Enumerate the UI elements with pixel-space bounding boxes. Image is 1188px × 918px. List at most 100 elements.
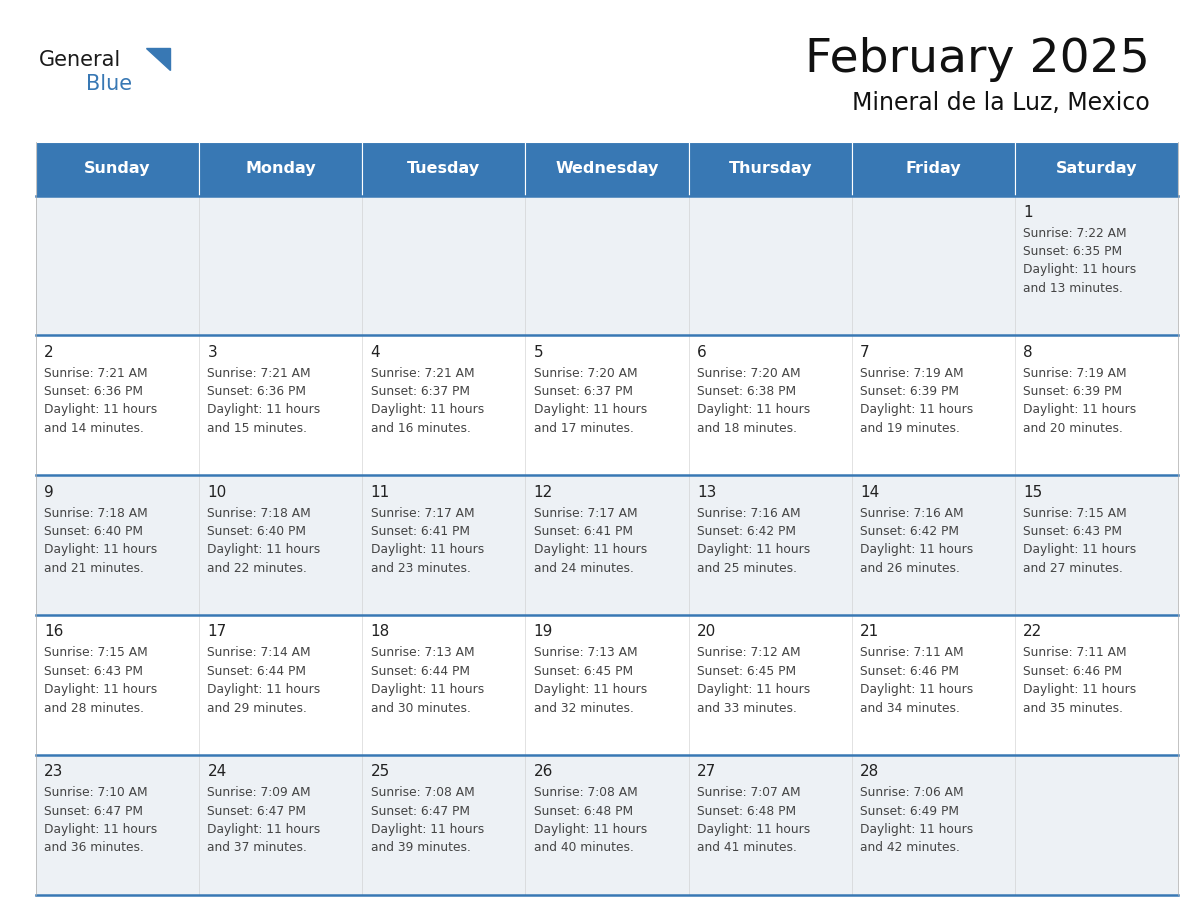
Text: 23: 23 [44,765,64,779]
Text: Daylight: 11 hours: Daylight: 11 hours [44,683,158,696]
Text: Sunrise: 7:17 AM: Sunrise: 7:17 AM [533,507,638,520]
Text: and 21 minutes.: and 21 minutes. [44,562,144,575]
Text: Daylight: 11 hours: Daylight: 11 hours [697,823,810,836]
Bar [362,756,525,895]
Bar [525,756,689,895]
Text: 21: 21 [860,624,879,640]
Text: Sunset: 6:43 PM: Sunset: 6:43 PM [44,665,144,677]
Text: Daylight: 11 hours: Daylight: 11 hours [697,403,810,417]
Text: Sunrise: 7:13 AM: Sunrise: 7:13 AM [371,646,474,659]
Text: Sunrise: 7:16 AM: Sunrise: 7:16 AM [860,507,963,520]
Bar [1015,476,1178,615]
Bar [36,142,200,196]
Text: and 13 minutes.: and 13 minutes. [1023,282,1123,295]
Text: 10: 10 [208,485,227,499]
Bar [362,196,525,335]
Text: 28: 28 [860,765,879,779]
Text: 4: 4 [371,344,380,360]
Bar [200,756,362,895]
Text: 25: 25 [371,765,390,779]
Text: Sunset: 6:45 PM: Sunset: 6:45 PM [533,665,633,677]
Text: Sunday: Sunday [84,162,151,176]
Text: Sunrise: 7:15 AM: Sunrise: 7:15 AM [44,646,148,659]
Bar [689,196,852,335]
Bar [852,335,1015,476]
Text: Daylight: 11 hours: Daylight: 11 hours [371,543,484,556]
Bar [1015,142,1178,196]
Text: Daylight: 11 hours: Daylight: 11 hours [533,403,647,417]
Text: Daylight: 11 hours: Daylight: 11 hours [1023,543,1137,556]
Text: 15: 15 [1023,485,1042,499]
Text: Sunrise: 7:09 AM: Sunrise: 7:09 AM [208,787,311,800]
Text: Daylight: 11 hours: Daylight: 11 hours [533,683,647,696]
Text: 5: 5 [533,344,543,360]
Text: Daylight: 11 hours: Daylight: 11 hours [697,543,810,556]
Bar [852,756,1015,895]
Text: Sunrise: 7:19 AM: Sunrise: 7:19 AM [860,366,963,380]
Text: and 36 minutes.: and 36 minutes. [44,842,144,855]
Text: February 2025: February 2025 [805,37,1150,83]
Text: Sunrise: 7:10 AM: Sunrise: 7:10 AM [44,787,148,800]
Bar [525,196,689,335]
Text: 14: 14 [860,485,879,499]
Text: and 35 minutes.: and 35 minutes. [1023,701,1123,714]
Bar [689,756,852,895]
Text: Sunrise: 7:19 AM: Sunrise: 7:19 AM [1023,366,1126,380]
Text: and 24 minutes.: and 24 minutes. [533,562,633,575]
Text: Sunset: 6:47 PM: Sunset: 6:47 PM [371,805,469,818]
Bar [36,476,200,615]
Bar [1015,335,1178,476]
Bar [525,335,689,476]
Text: and 27 minutes.: and 27 minutes. [1023,562,1123,575]
Text: Sunset: 6:35 PM: Sunset: 6:35 PM [1023,245,1123,258]
Text: and 37 minutes.: and 37 minutes. [208,842,308,855]
Text: and 16 minutes.: and 16 minutes. [371,421,470,435]
Text: and 25 minutes.: and 25 minutes. [697,562,797,575]
Text: Sunrise: 7:21 AM: Sunrise: 7:21 AM [208,366,311,380]
Text: Sunrise: 7:12 AM: Sunrise: 7:12 AM [697,646,801,659]
Text: Daylight: 11 hours: Daylight: 11 hours [44,823,158,836]
Bar [36,615,200,756]
Text: Sunset: 6:47 PM: Sunset: 6:47 PM [208,805,307,818]
Text: and 14 minutes.: and 14 minutes. [44,421,144,435]
Bar [689,615,852,756]
Text: Sunset: 6:37 PM: Sunset: 6:37 PM [371,385,469,398]
Text: Daylight: 11 hours: Daylight: 11 hours [533,823,647,836]
Text: Sunrise: 7:11 AM: Sunrise: 7:11 AM [1023,646,1126,659]
Text: 27: 27 [697,765,716,779]
Text: Sunset: 6:49 PM: Sunset: 6:49 PM [860,805,959,818]
Bar [525,142,689,196]
Text: and 42 minutes.: and 42 minutes. [860,842,960,855]
Bar [852,615,1015,756]
Text: Sunrise: 7:21 AM: Sunrise: 7:21 AM [44,366,148,380]
Text: Daylight: 11 hours: Daylight: 11 hours [208,543,321,556]
Text: Daylight: 11 hours: Daylight: 11 hours [208,823,321,836]
Text: Mineral de la Luz, Mexico: Mineral de la Luz, Mexico [852,91,1150,115]
Text: and 23 minutes.: and 23 minutes. [371,562,470,575]
Text: Daylight: 11 hours: Daylight: 11 hours [371,683,484,696]
Text: Sunset: 6:40 PM: Sunset: 6:40 PM [44,525,144,538]
Text: and 20 minutes.: and 20 minutes. [1023,421,1123,435]
Text: 24: 24 [208,765,227,779]
Text: Sunset: 6:48 PM: Sunset: 6:48 PM [697,805,796,818]
Bar [200,335,362,476]
Text: Daylight: 11 hours: Daylight: 11 hours [1023,403,1137,417]
Bar [852,476,1015,615]
Text: Sunset: 6:44 PM: Sunset: 6:44 PM [208,665,307,677]
Text: 17: 17 [208,624,227,640]
Text: Sunset: 6:47 PM: Sunset: 6:47 PM [44,805,144,818]
Text: 13: 13 [697,485,716,499]
Bar [852,196,1015,335]
Text: and 39 minutes.: and 39 minutes. [371,842,470,855]
Text: Sunset: 6:40 PM: Sunset: 6:40 PM [208,525,307,538]
Text: 12: 12 [533,485,552,499]
Bar [36,756,200,895]
Text: 20: 20 [697,624,716,640]
Text: Daylight: 11 hours: Daylight: 11 hours [860,683,973,696]
Text: Tuesday: Tuesday [407,162,480,176]
Text: Monday: Monday [246,162,316,176]
Text: 16: 16 [44,624,64,640]
Text: 22: 22 [1023,624,1042,640]
Text: and 22 minutes.: and 22 minutes. [208,562,308,575]
Text: Sunrise: 7:16 AM: Sunrise: 7:16 AM [697,507,801,520]
